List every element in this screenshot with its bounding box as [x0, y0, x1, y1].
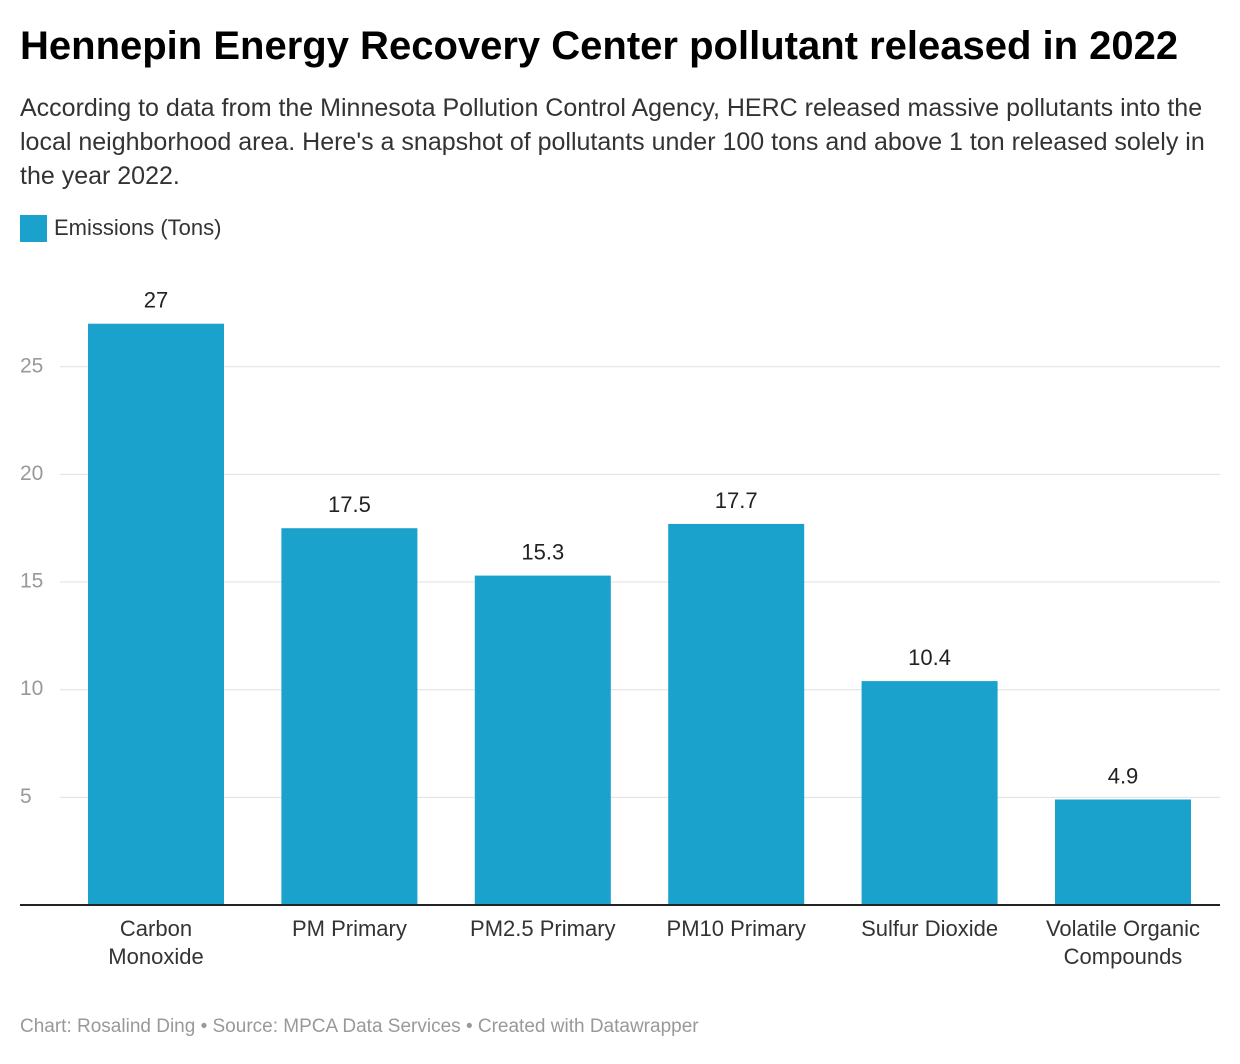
category-label-line: PM2.5 Primary — [470, 916, 615, 941]
category-label: PM2.5 Primary — [470, 916, 615, 941]
value-label: 10.4 — [908, 645, 951, 670]
category-label-line: Carbon — [120, 916, 192, 941]
category-label-line: Monoxide — [108, 944, 203, 969]
category-label: Sulfur Dioxide — [861, 916, 998, 941]
bar — [281, 528, 418, 905]
chart-title: Hennepin Energy Recovery Center pollutan… — [20, 24, 1179, 68]
category-label: Carbon Monoxide — [108, 916, 203, 969]
category-label: PM10 Primary — [667, 916, 806, 941]
category-label: Volatile Organic Compounds — [1046, 916, 1200, 969]
bar — [88, 323, 224, 905]
bar — [668, 523, 805, 905]
chart-subtitle: According to data from the Minnesota Pol… — [20, 94, 1205, 190]
legend-label: Emissions (Tons) — [54, 215, 222, 240]
legend-swatch — [20, 214, 47, 242]
y-tick-label: 15 — [20, 570, 43, 593]
value-label: 4.9 — [1108, 764, 1139, 789]
value-label: 17.5 — [328, 492, 371, 517]
bar — [1055, 799, 1191, 905]
value-label: 17.7 — [715, 488, 758, 513]
category-label-line: Sulfur Dioxide — [861, 916, 998, 941]
value-label: 27 — [144, 288, 168, 313]
category-label-line: Compounds — [1064, 944, 1183, 969]
bar-chart: 5 10 15 20 25 27 Carbon Monoxide 17.5 PM Primary 1… — [20, 288, 1220, 969]
category-label: PM Primary — [292, 916, 407, 941]
category-label-line: PM Primary — [292, 916, 407, 941]
category-label-line: Volatile Organic — [1046, 916, 1200, 941]
legend: Emissions (Tons) — [20, 213, 221, 243]
bar — [861, 681, 998, 905]
y-tick-label: 20 — [20, 462, 43, 485]
category-label-line: PM10 Primary — [667, 916, 806, 941]
y-tick-label: 5 — [20, 785, 32, 808]
value-label: 15.3 — [521, 540, 564, 565]
y-tick-label: 25 — [20, 354, 43, 377]
chart-footer: Chart: Rosalind Ding • Source: MPCA Data… — [20, 1016, 699, 1037]
y-tick-label: 10 — [20, 677, 43, 700]
bar — [474, 575, 611, 905]
